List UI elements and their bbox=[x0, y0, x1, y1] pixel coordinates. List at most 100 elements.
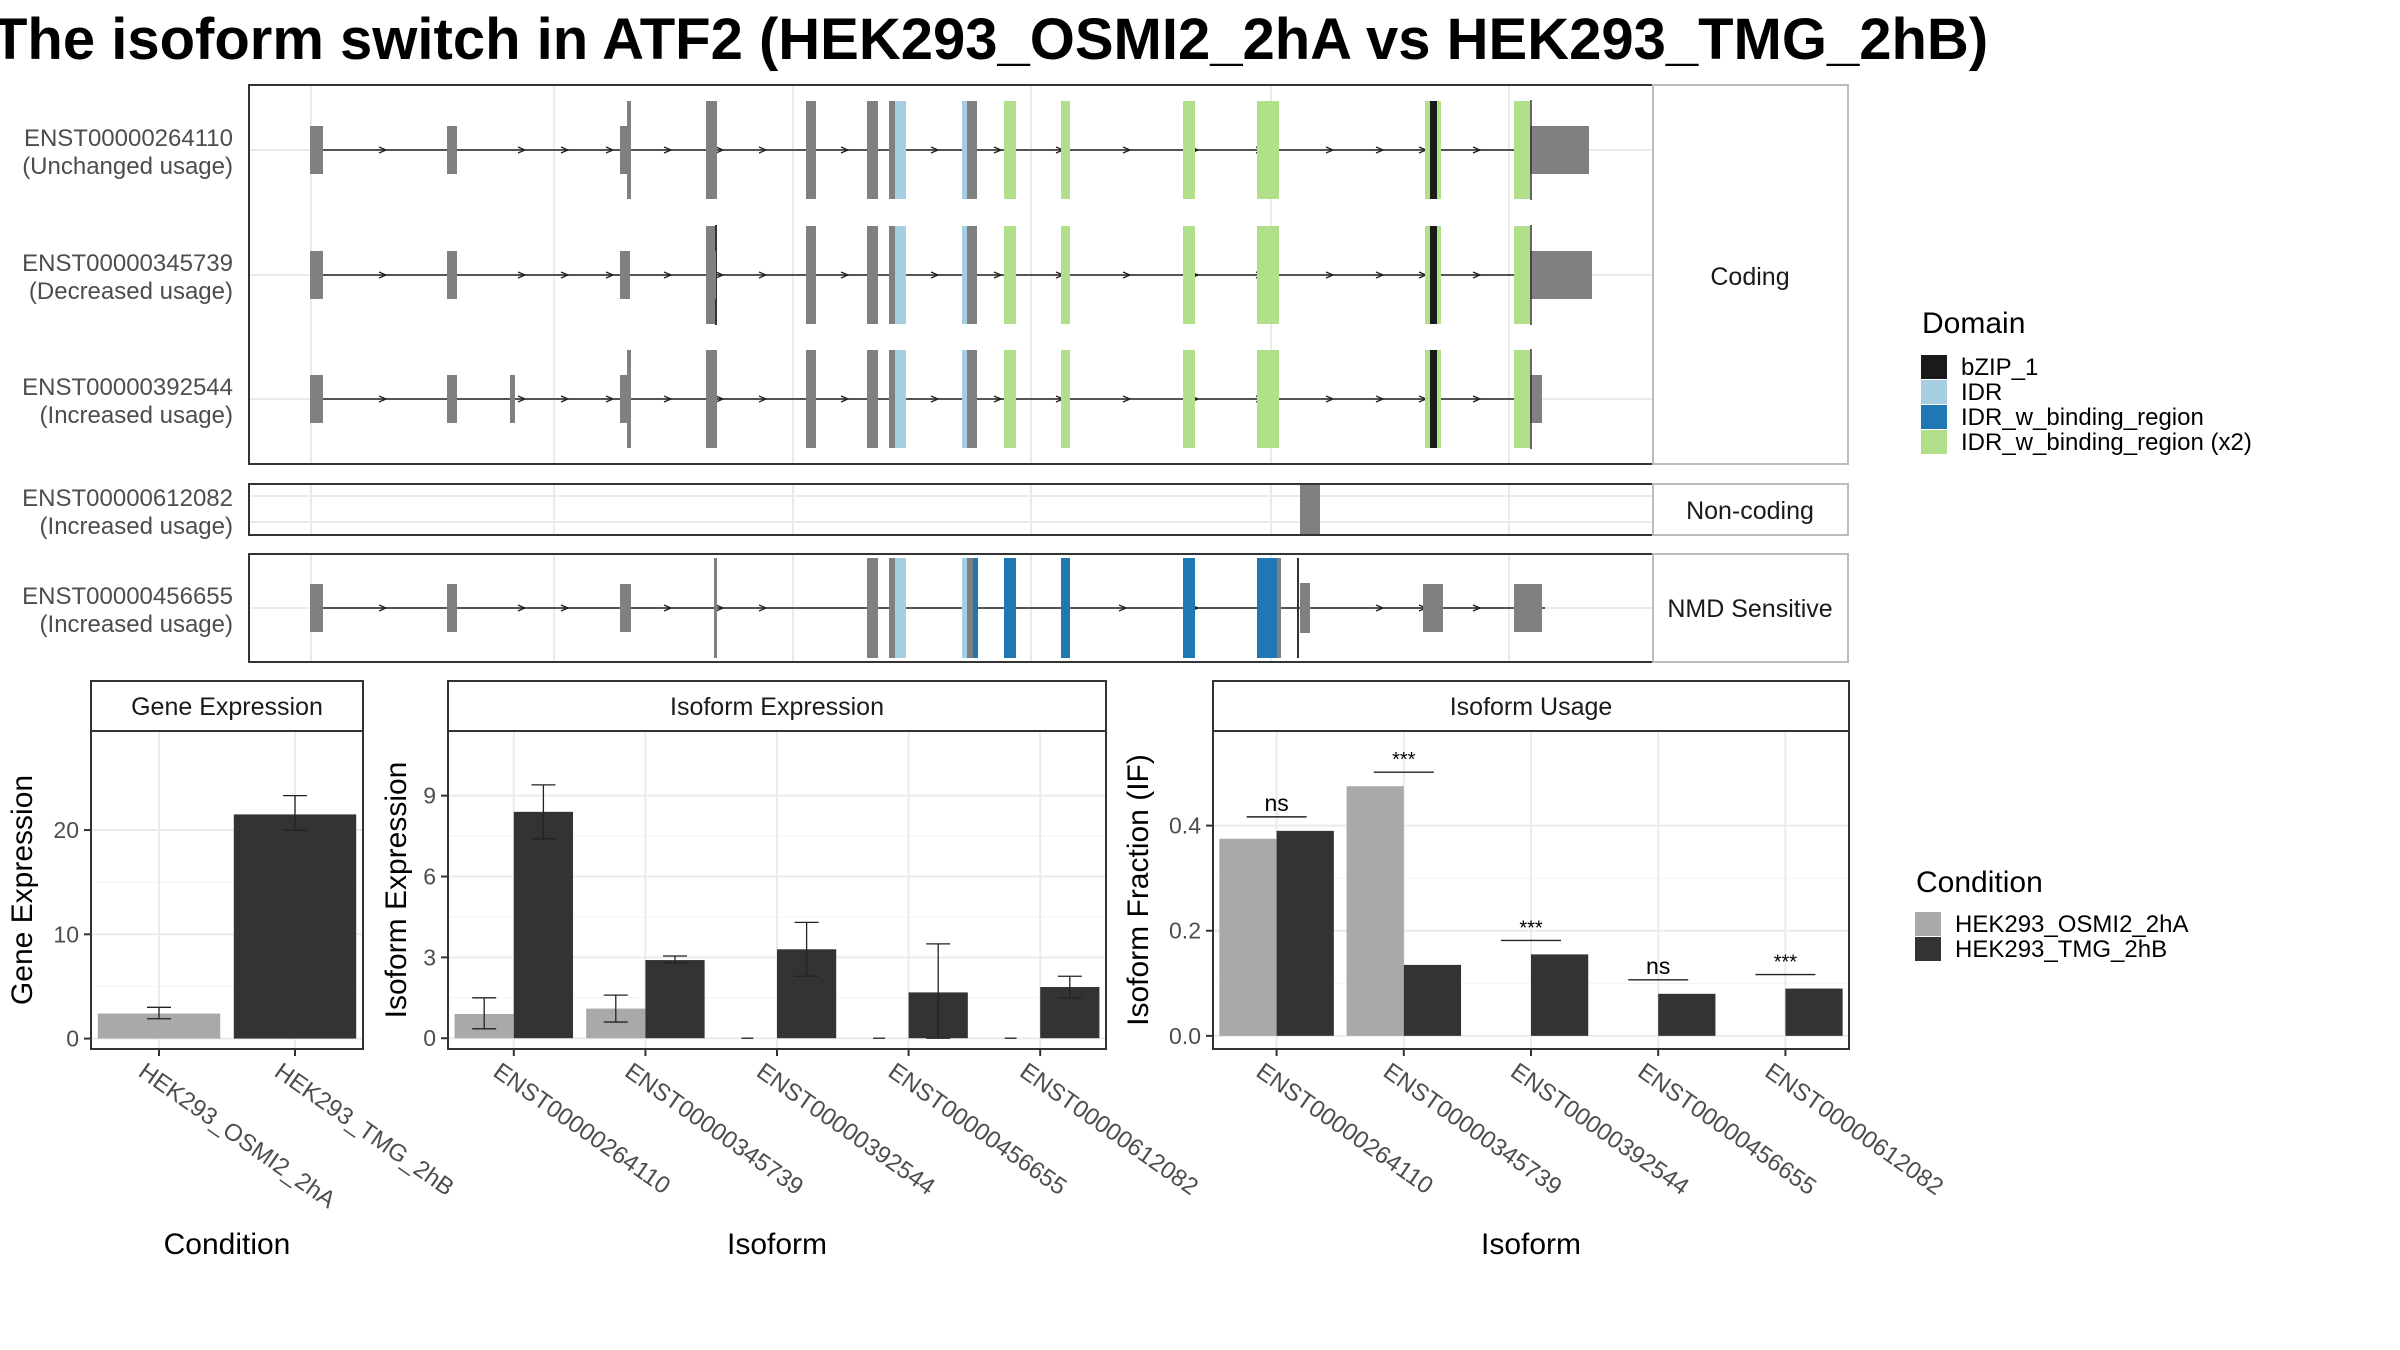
exon-block bbox=[895, 226, 906, 324]
bar bbox=[1346, 786, 1404, 1036]
domain-legend-label: bZIP_1 bbox=[1961, 354, 2038, 381]
direction-arrow bbox=[1472, 271, 1482, 279]
facet-strip bbox=[1212, 680, 1850, 732]
direction-arrow bbox=[715, 395, 725, 403]
y-tick-label: 0 bbox=[66, 1026, 79, 1052]
direction-arrow bbox=[715, 271, 725, 279]
exon-block bbox=[620, 251, 630, 299]
direction-arrow bbox=[378, 146, 388, 154]
exon-block bbox=[1183, 226, 1195, 324]
transcript-usage-label: (Unchanged usage) bbox=[22, 153, 233, 180]
direction-arrow bbox=[758, 604, 768, 612]
direction-arrow bbox=[993, 395, 1003, 403]
direction-arrow bbox=[715, 604, 725, 612]
exon-block bbox=[627, 101, 631, 199]
exon-block bbox=[1530, 251, 1592, 299]
exon-block bbox=[962, 558, 971, 658]
direction-arrow bbox=[840, 395, 850, 403]
exon-block bbox=[1425, 350, 1433, 448]
exon-block bbox=[620, 375, 629, 423]
exon-block bbox=[1183, 350, 1195, 448]
direction-arrow bbox=[840, 271, 850, 279]
direction-arrow bbox=[560, 604, 570, 612]
bar-chart-panel-1: Isoform Expression0369ENST00000264110ENS… bbox=[380, 680, 1203, 1261]
condition-legend-label: HEK293_TMG_2hB bbox=[1955, 936, 2167, 963]
significance-label: *** bbox=[1519, 917, 1543, 939]
domain-legend-swatch bbox=[1921, 380, 1947, 404]
direction-arrow bbox=[378, 604, 388, 612]
direction-arrow bbox=[1122, 271, 1132, 279]
exon-block bbox=[1061, 558, 1070, 658]
direction-arrow bbox=[1472, 604, 1482, 612]
direction-arrow bbox=[378, 271, 388, 279]
direction-arrow bbox=[840, 146, 850, 154]
domain-legend-label: IDR_w_binding_region (x2) bbox=[1961, 429, 2252, 456]
direction-arrow bbox=[1325, 395, 1335, 403]
exon-block bbox=[1530, 126, 1589, 174]
y-tick-label: 0.4 bbox=[1169, 813, 1201, 839]
exon-block bbox=[889, 558, 895, 658]
exon-block bbox=[967, 558, 977, 658]
direction-arrow bbox=[930, 146, 940, 154]
direction-arrow bbox=[605, 146, 615, 154]
exon-block bbox=[806, 101, 816, 199]
direction-arrow bbox=[758, 395, 768, 403]
transcript-id-label: ENST00000456655 bbox=[22, 583, 233, 610]
transcript-usage-label: (Increased usage) bbox=[40, 513, 233, 540]
exon-block bbox=[895, 350, 906, 448]
bar bbox=[1403, 964, 1462, 1036]
direction-arrow bbox=[560, 271, 570, 279]
direction-arrow bbox=[758, 271, 768, 279]
facet-strip-label: Coding bbox=[1710, 263, 1789, 291]
transcript-usage-label: (Decreased usage) bbox=[29, 278, 233, 305]
exon-block bbox=[1514, 584, 1542, 632]
exon-block bbox=[889, 350, 895, 448]
y-tick-label: 0.2 bbox=[1169, 918, 1201, 944]
exon-block bbox=[1425, 226, 1433, 324]
condition-legend-label: HEK293_OSMI2_2hA bbox=[1955, 911, 2188, 938]
facet-strip bbox=[90, 680, 364, 732]
direction-arrow bbox=[993, 271, 1003, 279]
exon-block bbox=[806, 350, 816, 448]
bar-chart-panel-2: ns******ns ***Isoform Usage0.00.20.4ENST0… bbox=[1122, 680, 1948, 1261]
direction-arrow bbox=[1375, 395, 1385, 403]
bar bbox=[1785, 988, 1843, 1036]
exon-block bbox=[706, 101, 717, 199]
facet-strip-label: Non-coding bbox=[1686, 497, 1814, 525]
exon-block bbox=[962, 350, 971, 448]
y-tick-label: 10 bbox=[53, 921, 79, 947]
facet-strip bbox=[1652, 84, 1849, 465]
exon-block bbox=[1183, 558, 1195, 658]
y-tick-label: 0 bbox=[423, 1025, 436, 1051]
condition-legend-swatch bbox=[1915, 937, 1941, 961]
direction-arrow bbox=[605, 271, 615, 279]
panel-title: Isoform Usage bbox=[1450, 693, 1613, 721]
exon-block bbox=[310, 375, 323, 423]
exon-block bbox=[867, 226, 878, 324]
exon-block bbox=[967, 101, 977, 199]
facet-strip bbox=[447, 680, 1107, 732]
exon-block bbox=[310, 584, 323, 632]
domain-legend-label: IDR bbox=[1961, 379, 2002, 406]
transcript-id-label: ENST00000264110 bbox=[24, 125, 233, 152]
exon-block bbox=[310, 251, 323, 299]
bar bbox=[1658, 993, 1716, 1036]
direction-arrow bbox=[1118, 604, 1128, 612]
direction-arrow bbox=[605, 395, 615, 403]
facet-strip bbox=[1652, 553, 1849, 663]
y-axis-title: Gene Expression bbox=[6, 775, 39, 1005]
exon-block bbox=[1430, 101, 1437, 199]
exon-block bbox=[1514, 101, 1530, 199]
direction-arrow bbox=[663, 146, 673, 154]
panel-title: Gene Expression bbox=[131, 693, 323, 721]
transcript-panel-bg bbox=[249, 484, 1653, 535]
facet-strip-label: NMD Sensitive bbox=[1667, 595, 1832, 623]
direction-arrow bbox=[1122, 146, 1132, 154]
direction-arrow bbox=[663, 271, 673, 279]
exon-block bbox=[620, 584, 631, 632]
direction-arrow bbox=[1375, 271, 1385, 279]
exon-block bbox=[447, 584, 457, 632]
y-tick-label: 6 bbox=[423, 864, 436, 890]
direction-arrow bbox=[1122, 395, 1132, 403]
exon-block bbox=[1277, 558, 1281, 658]
